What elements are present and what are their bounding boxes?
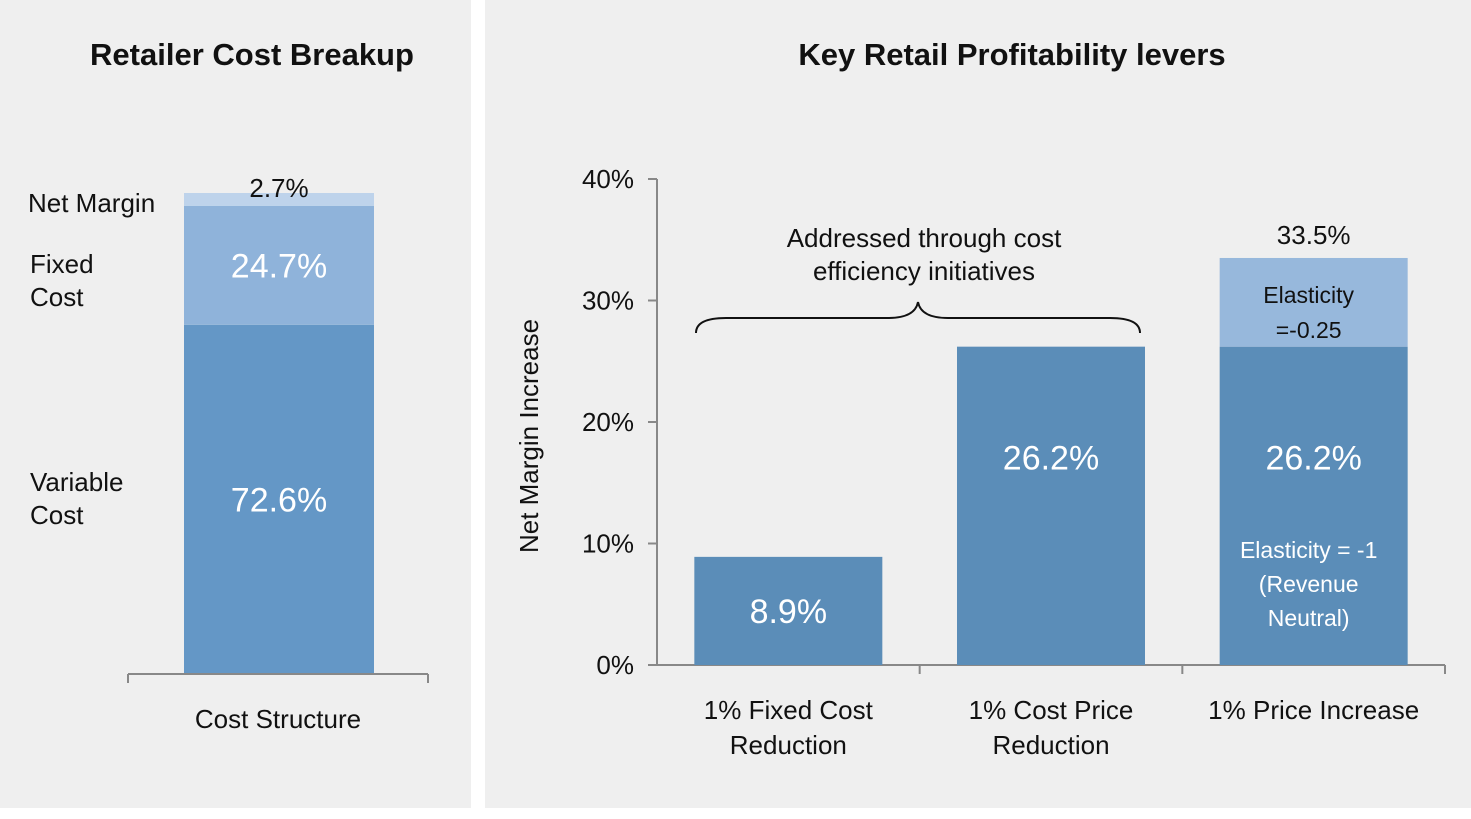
elasticity-note: Neutral) — [1268, 605, 1350, 631]
x-category-label: Reduction — [730, 730, 847, 760]
elasticity-top-label: Elasticity — [1263, 282, 1354, 308]
segment-variable-cost — [184, 324, 374, 674]
brace-text-line-1: Addressed through cost — [787, 223, 1062, 253]
data-label: 72.6% — [231, 481, 327, 519]
legend-label: Cost — [30, 500, 84, 530]
y-tick-label: 20% — [582, 407, 634, 437]
bar-value-label: 8.9% — [750, 593, 828, 631]
right-x-labels: 1% Fixed Cost Reduction 1% Cost Price Reduc… — [704, 695, 1419, 760]
x-category-label: Reduction — [992, 730, 1109, 760]
brace — [695, 301, 1141, 334]
segment-net-margin — [184, 193, 374, 206]
bar-value-label: 26.2% — [1003, 440, 1099, 478]
elasticity-note: (Revenue — [1259, 571, 1359, 597]
y-tick-label: 0% — [596, 650, 634, 680]
x-category-label: 1% Price Increase — [1208, 695, 1419, 725]
y-tick-label: 30% — [582, 286, 634, 316]
left-category-label: Cost Structure — [195, 704, 361, 734]
segment-fixed-cost — [184, 205, 374, 325]
legend-label: Net Margin — [28, 188, 155, 218]
legend-label: Cost — [30, 282, 84, 312]
y-axis-label: Net Margin Increase — [514, 319, 544, 553]
bar — [1219, 346, 1408, 665]
elasticity-top-label: =-0.25 — [1276, 317, 1342, 343]
right-chart-title: Key Retail Profitability levers — [798, 37, 1225, 72]
bar — [957, 346, 1145, 665]
data-label: 2.7% — [249, 173, 308, 203]
y-tick-label: 40% — [582, 164, 634, 194]
bar-top-segment — [1219, 257, 1408, 347]
left-chart-title: Retailer Cost Breakup — [90, 37, 414, 72]
elasticity-note: Elasticity = -1 — [1240, 537, 1377, 563]
data-label: 24.7% — [231, 247, 327, 285]
y-tick-label: 10% — [582, 529, 634, 559]
bar — [694, 556, 883, 665]
total-label: 33.5% — [1277, 220, 1351, 250]
bar-value-label: 26.2% — [1265, 440, 1361, 478]
brace-text-line-2: efficiency initiatives — [813, 256, 1035, 286]
legend-label: Variable — [30, 467, 123, 497]
x-category-label: 1% Cost Price — [969, 695, 1134, 725]
right-bars: 8.9% 26.2% 26.2% 33.5% Elasticity =-0.25 Elast… — [694, 220, 1408, 665]
legend-label: Fixed — [30, 249, 94, 279]
x-category-label: 1% Fixed Cost — [704, 695, 874, 725]
